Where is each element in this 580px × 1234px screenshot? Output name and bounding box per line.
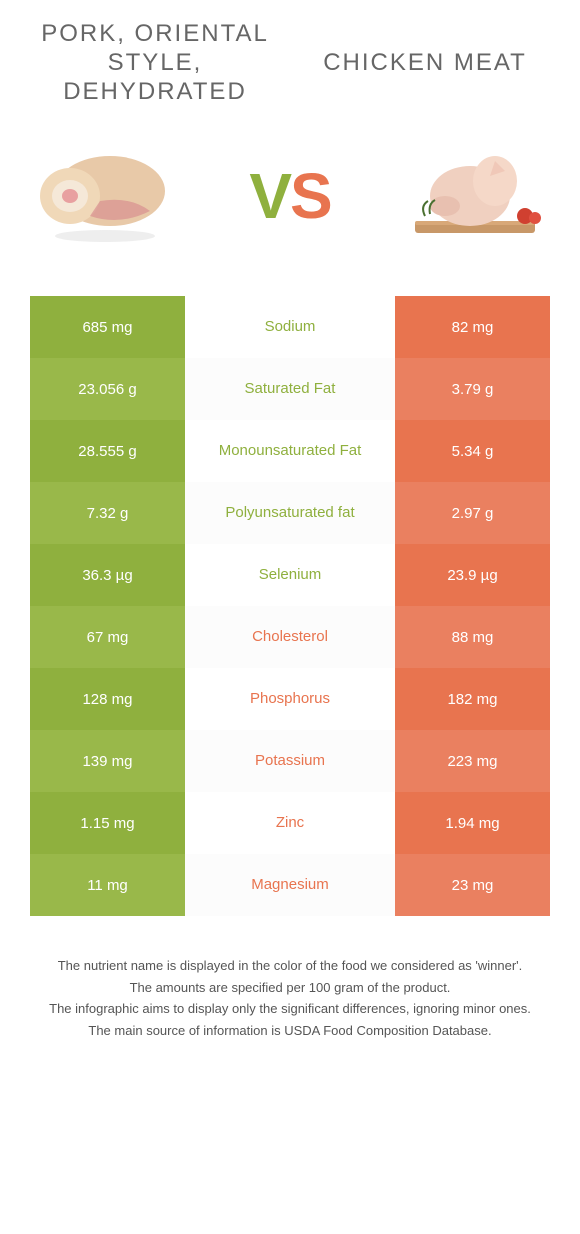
chicken-value: 5.34 g	[395, 420, 550, 482]
nutrient-label: Zinc	[185, 792, 395, 854]
pork-value: 1.15 mg	[30, 792, 185, 854]
pork-value: 139 mg	[30, 730, 185, 792]
nutrient-label: Phosphorus	[185, 668, 395, 730]
images-row: VS	[0, 116, 580, 296]
nutrient-label: Potassium	[185, 730, 395, 792]
pork-value: 128 mg	[30, 668, 185, 730]
nutrient-label: Monounsaturated Fat	[185, 420, 395, 482]
chicken-value: 3.79 g	[395, 358, 550, 420]
nutrient-label: Selenium	[185, 544, 395, 606]
vs-v: V	[249, 160, 290, 232]
nutrient-label: Magnesium	[185, 854, 395, 916]
nutrient-table: 685 mgSodium82 mg23.056 gSaturated Fat3.…	[30, 296, 550, 916]
pork-image	[30, 131, 180, 261]
footer-line-4: The main source of information is USDA F…	[30, 1021, 550, 1041]
nutrient-row: 11 mgMagnesium23 mg	[30, 854, 550, 916]
chicken-value: 182 mg	[395, 668, 550, 730]
footer-line-2: The amounts are specified per 100 gram o…	[30, 978, 550, 998]
nutrient-row: 1.15 mgZinc1.94 mg	[30, 792, 550, 854]
chicken-value: 82 mg	[395, 296, 550, 358]
chicken-value: 223 mg	[395, 730, 550, 792]
nutrient-label: Polyunsaturated fat	[185, 482, 395, 544]
pork-value: 23.056 g	[30, 358, 185, 420]
chicken-value: 23 mg	[395, 854, 550, 916]
chicken-value: 88 mg	[395, 606, 550, 668]
chicken-value: 23.9 µg	[395, 544, 550, 606]
nutrient-row: 36.3 µgSelenium23.9 µg	[30, 544, 550, 606]
pork-value: 685 mg	[30, 296, 185, 358]
chicken-value: 1.94 mg	[395, 792, 550, 854]
chicken-image	[400, 131, 550, 261]
nutrient-label: Cholesterol	[185, 606, 395, 668]
pork-value: 67 mg	[30, 606, 185, 668]
nutrient-row: 128 mgPhosphorus182 mg	[30, 668, 550, 730]
nutrient-row: 139 mgPotassium223 mg	[30, 730, 550, 792]
right-food-title: CHICKEN MEAT	[290, 20, 560, 106]
nutrient-row: 685 mgSodium82 mg	[30, 296, 550, 358]
pork-value: 7.32 g	[30, 482, 185, 544]
pork-value: 28.555 g	[30, 420, 185, 482]
chicken-value: 2.97 g	[395, 482, 550, 544]
nutrient-row: 28.555 gMonounsaturated Fat5.34 g	[30, 420, 550, 482]
nutrient-row: 23.056 gSaturated Fat3.79 g	[30, 358, 550, 420]
header-titles: PORK, ORIENTAL STYLE, DEHYDRATED CHICKEN…	[0, 0, 580, 116]
vs-label: VS	[249, 159, 330, 233]
pork-value: 11 mg	[30, 854, 185, 916]
footer-notes: The nutrient name is displayed in the co…	[0, 916, 580, 1062]
nutrient-row: 67 mgCholesterol88 mg	[30, 606, 550, 668]
nutrient-label: Saturated Fat	[185, 358, 395, 420]
footer-line-3: The infographic aims to display only the…	[30, 999, 550, 1019]
left-food-title: PORK, ORIENTAL STYLE, DEHYDRATED	[20, 20, 290, 106]
vs-s: S	[290, 160, 331, 232]
pork-value: 36.3 µg	[30, 544, 185, 606]
nutrient-label: Sodium	[185, 296, 395, 358]
footer-line-1: The nutrient name is displayed in the co…	[30, 956, 550, 976]
nutrient-row: 7.32 gPolyunsaturated fat2.97 g	[30, 482, 550, 544]
